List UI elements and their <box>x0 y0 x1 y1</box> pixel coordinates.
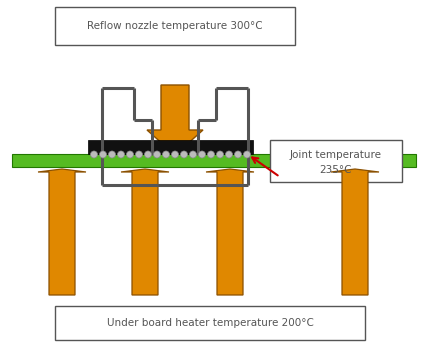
Circle shape <box>172 151 178 158</box>
Polygon shape <box>147 85 203 155</box>
Circle shape <box>136 151 143 158</box>
Circle shape <box>109 151 116 158</box>
Polygon shape <box>206 169 254 295</box>
Circle shape <box>145 151 152 158</box>
Circle shape <box>118 151 125 158</box>
Polygon shape <box>38 169 86 295</box>
Circle shape <box>199 151 205 158</box>
Text: Joint temperature: Joint temperature <box>290 150 382 160</box>
Circle shape <box>181 151 187 158</box>
Circle shape <box>127 151 134 158</box>
Bar <box>55 306 365 340</box>
Text: 235°C: 235°C <box>320 165 352 175</box>
Circle shape <box>235 151 241 158</box>
Circle shape <box>99 151 107 158</box>
Bar <box>55 7 295 45</box>
Circle shape <box>208 151 214 158</box>
Polygon shape <box>331 169 379 295</box>
Bar <box>12 154 416 167</box>
Bar <box>270 140 402 182</box>
Text: Reflow nozzle temperature 300°C: Reflow nozzle temperature 300°C <box>87 21 263 31</box>
Bar <box>88 140 253 154</box>
Circle shape <box>190 151 196 158</box>
Circle shape <box>217 151 223 158</box>
Circle shape <box>226 151 232 158</box>
Text: Under board heater temperature 200°C: Under board heater temperature 200°C <box>107 318 313 328</box>
Circle shape <box>244 151 250 158</box>
Polygon shape <box>121 169 169 295</box>
Circle shape <box>90 151 98 158</box>
Circle shape <box>154 151 160 158</box>
Circle shape <box>163 151 169 158</box>
